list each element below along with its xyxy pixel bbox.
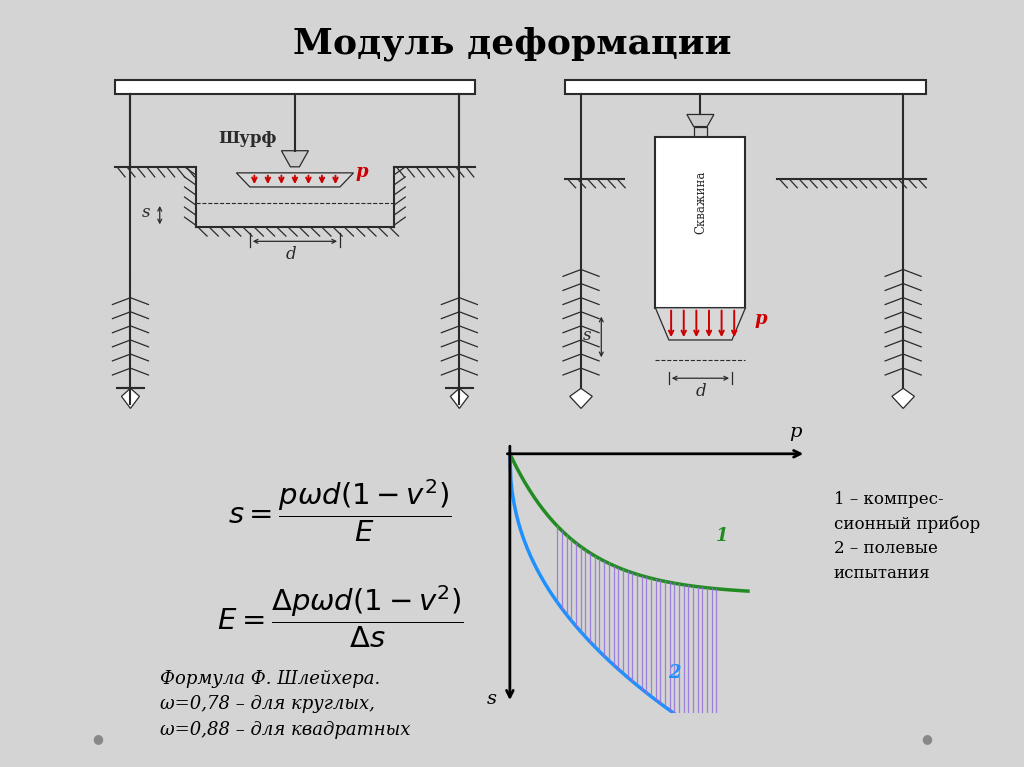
Polygon shape — [451, 388, 468, 408]
Text: $E = \dfrac{\Delta p\omega d\left(1-v^{2}\right)}{\Delta s}$: $E = \dfrac{\Delta p\omega d\left(1-v^{2… — [217, 584, 463, 650]
Polygon shape — [892, 388, 914, 408]
Text: ●: ● — [922, 732, 932, 746]
Text: испытания: испытания — [834, 565, 930, 581]
Text: p: p — [755, 310, 767, 328]
Polygon shape — [569, 388, 592, 408]
Text: Скважина: Скважина — [694, 170, 707, 234]
Text: Шурф: Шурф — [218, 130, 276, 146]
Polygon shape — [282, 150, 308, 167]
Text: d: d — [286, 246, 297, 263]
Bar — [565, 81, 926, 94]
Bar — [693, 127, 708, 137]
Text: 1: 1 — [716, 527, 729, 545]
Text: $s = \dfrac{p\omega d\left(1-v^{2}\right)}{E}$: $s = \dfrac{p\omega d\left(1-v^{2}\right… — [228, 478, 452, 545]
Text: s: s — [141, 204, 151, 221]
Text: Формула Ф. Шлейхера.: Формула Ф. Шлейхера. — [160, 670, 380, 688]
Text: ω=0,78 – для круглых,: ω=0,78 – для круглых, — [160, 696, 375, 713]
Text: ●: ● — [92, 732, 102, 746]
Text: s: s — [584, 327, 592, 344]
Polygon shape — [237, 173, 353, 187]
Text: p: p — [355, 163, 369, 181]
Text: 1 – компрес-: 1 – компрес- — [834, 491, 943, 508]
Polygon shape — [687, 114, 714, 127]
Text: p: p — [790, 423, 802, 441]
Bar — [655, 137, 745, 308]
Text: s: s — [486, 690, 497, 708]
Text: сионный прибор: сионный прибор — [834, 515, 980, 533]
Text: d: d — [696, 384, 707, 400]
Text: ω=0,88 – для квадратных: ω=0,88 – для квадратных — [160, 721, 411, 739]
Polygon shape — [655, 308, 745, 340]
Bar — [115, 81, 475, 94]
Text: 2 – полевые: 2 – полевые — [834, 540, 937, 557]
Text: Модуль деформации: Модуль деформации — [293, 27, 731, 61]
Text: 2: 2 — [669, 664, 681, 682]
Polygon shape — [122, 388, 139, 408]
